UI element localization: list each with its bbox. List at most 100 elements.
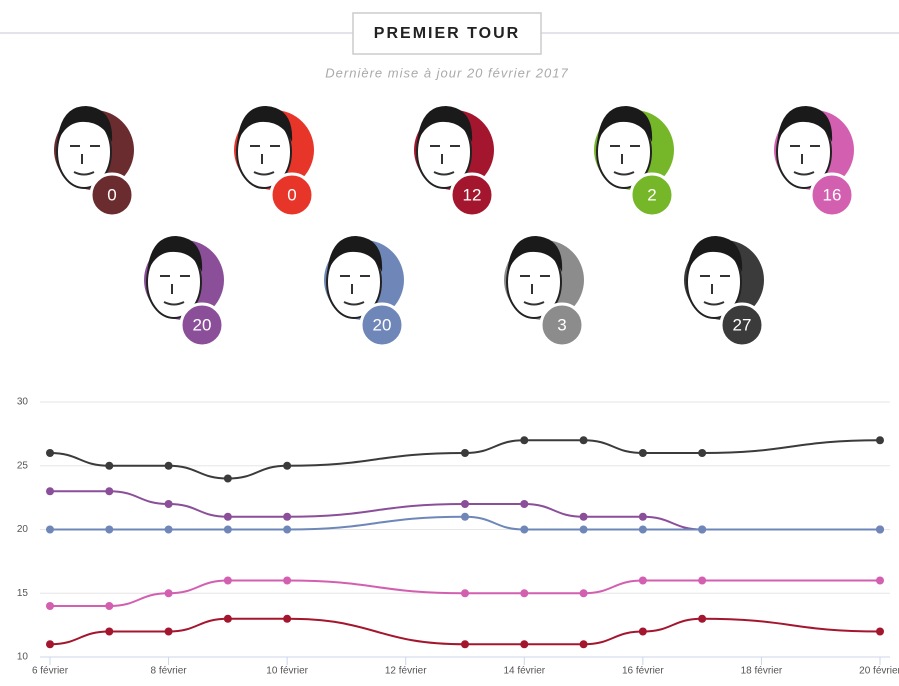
y-tick-label: 20 [17, 524, 29, 535]
candidate-hair [597, 106, 653, 144]
x-tick-label: 14 février [503, 666, 545, 677]
candidate-badge [89, 172, 135, 218]
x-tick-label: 16 février [622, 666, 664, 677]
x-tick-label: 10 février [266, 666, 308, 677]
x-tick-label: 20 février [859, 666, 899, 677]
data-point [638, 512, 647, 521]
candidate-features [610, 145, 640, 176]
data-point [520, 640, 529, 649]
data-point [876, 436, 884, 445]
candidate-value: 0 [107, 185, 116, 204]
data-point [46, 602, 54, 610]
y-tick-label: 15 [17, 588, 29, 599]
candidate-hair [237, 106, 293, 144]
candidate-badge [719, 302, 765, 348]
candidate-badge [629, 172, 675, 218]
header-subtitle: Dernière mise à jour 20 février 2017 [325, 65, 568, 80]
data-point [579, 640, 588, 649]
y-tick-label: 10 [17, 652, 29, 663]
x-tick-label: 18 février [741, 666, 783, 677]
data-point [105, 487, 114, 496]
data-point [698, 576, 707, 585]
candidate-features [790, 145, 820, 176]
candidate-hair [417, 106, 473, 144]
data-point [461, 589, 469, 598]
data-point [164, 461, 173, 470]
data-point [46, 640, 54, 649]
data-point [223, 525, 232, 534]
y-tick-label: 30 [17, 397, 29, 408]
header-title: PREMIER TOUR [374, 25, 520, 42]
candidate-hair [777, 106, 833, 144]
candidate-badge [359, 302, 405, 348]
data-point [461, 449, 469, 457]
data-point [46, 525, 54, 534]
data-point [520, 436, 529, 445]
data-point [105, 461, 114, 470]
data-point [698, 614, 707, 623]
data-point [579, 525, 588, 534]
data-point [164, 589, 173, 598]
data-point [283, 614, 292, 623]
data-point [164, 525, 173, 534]
data-point [579, 512, 588, 521]
data-point [698, 449, 707, 457]
data-point [223, 512, 232, 521]
candidate-value: 20 [373, 315, 392, 334]
candidate-value: 12 [463, 185, 482, 204]
candidate-features [250, 145, 280, 176]
data-point [638, 449, 647, 457]
data-point [579, 589, 588, 598]
candidate-features [70, 145, 100, 176]
candidate-value: 3 [557, 315, 566, 334]
x-tick-label: 8 février [151, 666, 188, 677]
candidate-features [430, 145, 460, 176]
data-point [876, 627, 884, 636]
data-point [283, 512, 292, 521]
data-point [46, 449, 54, 457]
data-point [164, 627, 173, 636]
data-point [223, 576, 232, 585]
candidate-hair [57, 106, 113, 144]
candidate-hair [147, 236, 203, 274]
series-line [49, 490, 880, 531]
candidate-value: 20 [193, 315, 212, 334]
candidate-value: 0 [287, 185, 296, 204]
data-point [283, 461, 292, 470]
y-tick-label: 25 [17, 460, 29, 471]
candidate-badge [539, 302, 585, 348]
candidate-hair [507, 236, 563, 274]
candidate-badge [449, 172, 495, 218]
data-point [876, 576, 884, 585]
candidate-features [160, 275, 190, 306]
header-box [352, 12, 542, 55]
data-point [283, 525, 292, 534]
data-point [283, 576, 292, 585]
candidate-badge [269, 172, 315, 218]
candidate-value: 27 [733, 315, 752, 334]
candidate-features [340, 275, 370, 306]
candidate-features [700, 275, 730, 306]
data-point [638, 576, 647, 585]
candidate-hair [687, 236, 743, 274]
data-point [105, 525, 114, 534]
data-point [223, 614, 232, 623]
data-point [638, 525, 647, 534]
data-point [461, 640, 469, 649]
data-point [223, 474, 232, 483]
candidate-features [520, 275, 550, 306]
data-point [520, 589, 529, 598]
candidate-value: 2 [647, 185, 656, 204]
data-point [520, 500, 529, 508]
data-point [105, 627, 114, 636]
data-point [46, 487, 54, 496]
data-point [698, 525, 707, 534]
candidate-badge [809, 172, 855, 218]
candidate-value: 16 [823, 185, 842, 204]
series-line [49, 439, 881, 480]
x-tick-label: 12 février [385, 666, 427, 677]
data-point [520, 525, 529, 534]
data-point [461, 512, 469, 521]
x-tick-label: 6 février [32, 666, 69, 677]
